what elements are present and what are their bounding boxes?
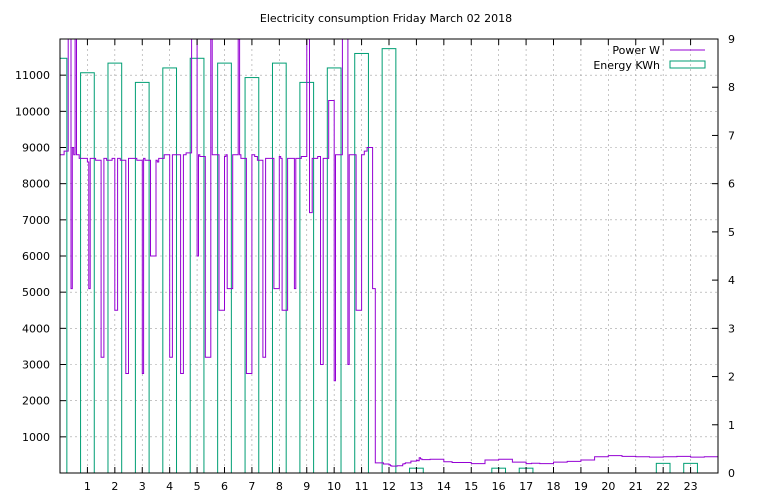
legend-swatch-energy [669,60,706,69]
y2-tick-label: 6 [728,178,735,191]
power-series-line [60,38,719,467]
power-line [60,38,719,467]
y-tick-label: 6000 [22,250,50,263]
x-tick-label: 22 [656,480,670,493]
energy-bar [59,57,68,474]
y-tick-label: 9000 [22,142,50,155]
y2-tick-label: 2 [728,371,735,384]
y2-tick-label: 7 [728,129,735,142]
legend-label-power: Power W [612,44,660,57]
y2-tick-label: 1 [728,419,735,432]
chart-title: Electricity consumption Friday March 02 … [260,12,512,25]
y-tick-label: 4000 [22,322,50,335]
energy-bars [59,48,698,474]
x-tick-label: 4 [166,480,173,493]
y-tick-label: 1000 [22,431,50,444]
x-tick-label: 18 [547,480,561,493]
energy-bar [80,72,95,474]
y2-tick-label: 9 [728,33,735,46]
x-tick-label: 7 [248,480,255,493]
x-tick-label: 9 [303,480,310,493]
y-tick-label: 11000 [15,69,50,82]
x-tick-label: 14 [437,480,451,493]
y-tick-label: 3000 [22,359,50,372]
y2-tick-label: 5 [728,226,735,239]
x-tick-label: 17 [519,480,533,493]
y2-tick-label: 0 [728,467,735,480]
x-tick-label: 1 [84,480,91,493]
plot-border [59,38,719,474]
x-tick-label: 19 [574,480,588,493]
x-tick-label: 12 [382,480,396,493]
x-tick-label: 5 [194,480,201,493]
legend-label-energy: Energy KWh [593,59,660,72]
x-tick-label: 16 [492,480,506,493]
x-tick-label: 23 [684,480,698,493]
x-tick-label: 11 [355,480,369,493]
x-tick-label: 15 [464,480,478,493]
axes: 1 2 3 4 5 6 7 8 9 10 11 12 13 14 15 16 17 18 19 20 21 22 23100… [15,33,735,493]
y-tick-label: 8000 [22,178,50,191]
y-tick-label: 5000 [22,286,50,299]
x-tick-label: 8 [276,480,283,493]
grid-lines [60,39,718,473]
x-tick-label: 3 [139,480,146,493]
y2-tick-label: 3 [728,322,735,335]
x-tick-label: 6 [221,480,228,493]
legend: Power W Energy KWh [593,44,706,72]
y-tick-label: 10000 [15,105,50,118]
x-tick-label: 21 [629,480,643,493]
y2-tick-label: 8 [728,81,735,94]
x-tick-label: 13 [409,480,423,493]
x-tick-label: 20 [601,480,615,493]
y-tick-label: 7000 [22,214,50,227]
y-tick-label: 2000 [22,395,50,408]
x-tick-label: 2 [111,480,118,493]
x-tick-label: 10 [327,480,341,493]
y2-tick-label: 4 [728,274,735,287]
